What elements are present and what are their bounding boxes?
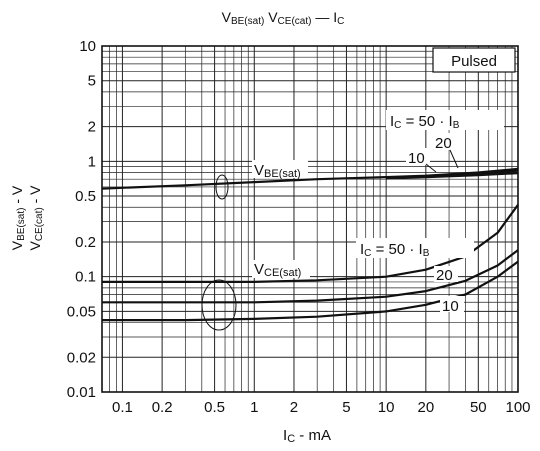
y-tick-labels: 10 5 2 1 0.5 0.2 0.1 0.05 0.02 0.01 [67,38,96,401]
vbe-group-ellipse [215,174,229,200]
vbe-leader-20 [449,149,459,169]
vbe-label-bg [252,160,308,178]
y-tick-label: 0.5 [75,188,96,205]
x-tick-label: 0.5 [204,399,225,416]
series-layer [101,167,519,322]
x-tick-label: 2 [290,399,298,416]
y-tick-label: 5 [88,73,96,90]
vce-group-ellipse [201,279,237,331]
vce-sat-label: VCE(sat) [254,261,301,279]
vce-10-bg [440,296,464,312]
x-tick-label: 5 [342,399,350,416]
vbe-leader-10 [425,163,437,173]
x-tick-label: 50 [470,399,487,416]
x-tick-label: 20 [417,399,434,416]
vbe-10-bg [406,148,430,165]
pulsed-box [432,47,516,73]
x-tick-label: 1 [250,399,258,416]
vce-label-bg [252,260,310,278]
y-tick-label: 0.01 [67,384,96,401]
x-axis-label: IC - mA [283,427,331,445]
y-tick-label: 1 [88,153,96,170]
y-tick-label: 10 [79,38,96,55]
x-tick-label: 100 [505,399,530,416]
chart-title: VBE(sat) VCE(cat) — IC [222,9,345,27]
y-tick-label: 2 [88,119,96,136]
vbe-sat-label: VBE(sat) [254,162,301,180]
series-line-vcesat-10 [102,260,519,322]
y-tick-label: 0.1 [75,269,96,286]
series-line-vbesat-10 [101,167,519,190]
series-line-vbesat-50 [386,172,519,180]
x-tick-label: 10 [378,399,395,416]
x-tick-labels: 0.1 0.2 0.5 1 2 5 10 20 50 100 [112,399,531,416]
vce-ratio-label: IC = 50 · IB [360,241,430,259]
pulsed-label: Pulsed [451,53,497,70]
vce-20-bg [434,266,458,282]
series-line-vcesat-20 [102,249,519,304]
y-tick-label: 0.02 [67,349,96,366]
vce-ratio-bg [356,238,474,258]
x-tick-label: 0.1 [112,399,133,416]
plot-frame [101,45,519,393]
vbe-curve-20-label: 20 [435,135,452,152]
vbe-ratio-bg [386,110,504,130]
y-tick-label: 0.2 [75,234,96,251]
vbe-curve-10-label: 10 [408,150,425,167]
vce-curve-10-label: 10 [442,298,459,315]
x-tick-label: 0.2 [152,399,173,416]
y-tick-label: 0.05 [67,303,96,320]
series-line-vcesat-50 [102,204,519,283]
y-axis-label-line2: VCE(cat) - V [27,185,45,251]
vbe-20-bg [432,133,456,150]
grid-minor [101,46,518,392]
vbe-ratio-label: IC = 50 · IB [390,113,460,131]
vce-curve-20-label: 20 [436,267,453,284]
y-axis-label-line1: VBE(sat) - V [9,185,27,250]
grid-major [102,45,519,393]
